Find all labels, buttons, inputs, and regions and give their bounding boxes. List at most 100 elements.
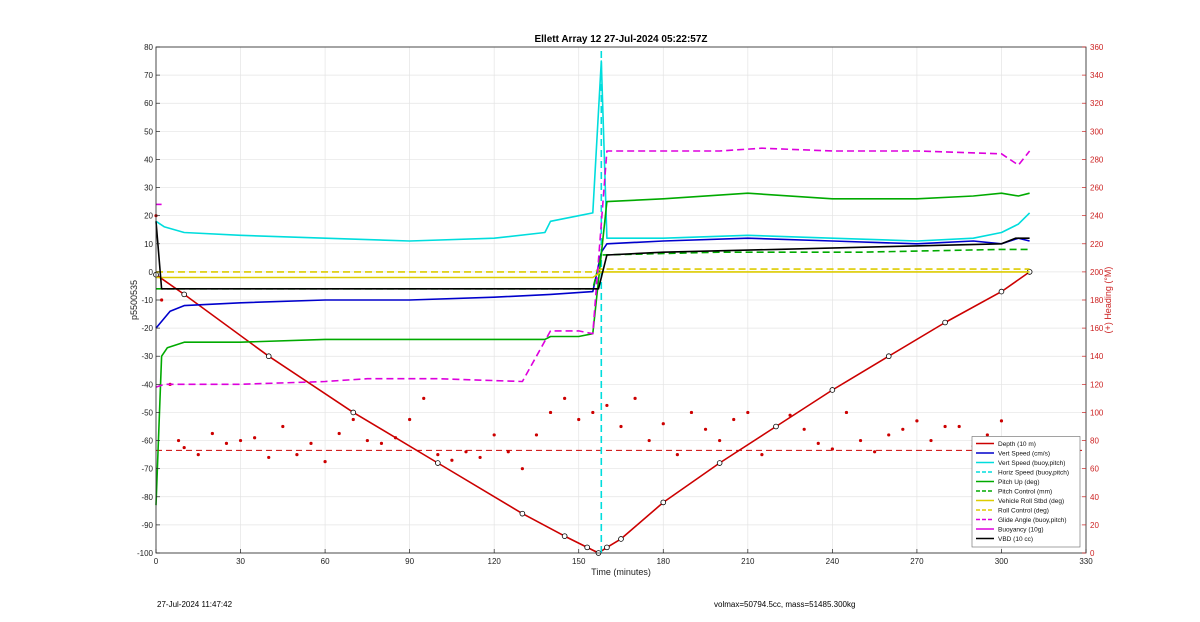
x-tick-label: 120 bbox=[488, 557, 502, 566]
legend-entry: Vehicle Roll Stbd (deg) bbox=[998, 498, 1064, 505]
series-pitch-up-deg bbox=[155, 192, 1030, 506]
y-axis-label-left: p5500535 bbox=[129, 280, 139, 320]
footer-timestamp: 27-Jul-2024 11:47:42 bbox=[157, 600, 233, 609]
x-tick-label: 240 bbox=[826, 557, 840, 566]
y-right-tick-label: 120 bbox=[1090, 380, 1104, 389]
heading-point bbox=[295, 453, 299, 457]
heading-point bbox=[492, 433, 496, 437]
y-right-tick-label: 60 bbox=[1090, 465, 1099, 474]
y-axis-label-right: (+) Heading (°M) bbox=[1103, 267, 1113, 334]
x-tick-label: 60 bbox=[321, 557, 330, 566]
heading-point bbox=[253, 436, 257, 440]
legend-entry: Buoyancy (10g) bbox=[998, 527, 1044, 534]
heading-point bbox=[929, 438, 933, 443]
y-left-tick-label: 20 bbox=[144, 212, 153, 221]
depth-marker bbox=[885, 353, 892, 360]
depth-marker bbox=[829, 387, 836, 393]
heading-point bbox=[309, 441, 313, 445]
series-line bbox=[155, 192, 1030, 506]
heading-point bbox=[760, 453, 764, 457]
y-right-tick-label: 140 bbox=[1090, 352, 1104, 361]
heading-point bbox=[718, 438, 722, 443]
depth-marker bbox=[265, 353, 272, 360]
x-tick-label: 30 bbox=[236, 557, 245, 566]
y-right-tick-label: 0 bbox=[1090, 549, 1095, 558]
legend-entry: Roll Control (deg) bbox=[998, 508, 1049, 515]
heading-point bbox=[943, 424, 947, 429]
y-right-tick-label: 180 bbox=[1090, 296, 1104, 305]
y-right-tick-label: 280 bbox=[1090, 155, 1104, 164]
x-tick-label: 90 bbox=[405, 557, 414, 566]
y-left-tick-label: 80 bbox=[144, 43, 153, 52]
y-right-tick-label: 40 bbox=[1090, 493, 1099, 502]
heading-point bbox=[365, 438, 369, 443]
heading-point bbox=[534, 433, 539, 437]
heading-point bbox=[422, 396, 426, 400]
heading-point bbox=[591, 410, 595, 415]
y-right-tick-label: 20 bbox=[1090, 521, 1099, 530]
y-left-tick-label: 10 bbox=[144, 240, 153, 249]
depth-marker bbox=[604, 544, 610, 551]
x-axis-label: Time (minutes) bbox=[591, 567, 651, 577]
y-left-tick-label: 70 bbox=[144, 71, 153, 80]
series-depth-10-m bbox=[153, 269, 1033, 556]
heading-point bbox=[985, 433, 989, 437]
heading-point bbox=[563, 396, 567, 400]
depth-marker bbox=[435, 460, 441, 466]
heading-point bbox=[210, 431, 214, 436]
depth-marker bbox=[350, 409, 357, 416]
y-left-tick-label: 30 bbox=[144, 184, 153, 193]
heading-point bbox=[267, 455, 271, 460]
y-left-tick-label: -20 bbox=[141, 324, 153, 333]
y-right-tick-label: 240 bbox=[1090, 212, 1104, 221]
series-line bbox=[155, 221, 1030, 290]
y-right-tick-label: 220 bbox=[1090, 240, 1104, 249]
y-right-tick-label: 320 bbox=[1090, 99, 1104, 108]
heading-point bbox=[619, 424, 623, 429]
y-right-tick-label: 100 bbox=[1090, 408, 1104, 417]
depth-marker bbox=[998, 288, 1005, 295]
series-roll-control-deg bbox=[156, 268, 1030, 273]
series-line bbox=[155, 60, 1031, 242]
y-right-tick-label: 260 bbox=[1090, 184, 1104, 193]
heading-point bbox=[675, 453, 679, 457]
axis-ticks: 0 30 60 90 120 150 180 210 240 270 300 330-100-90-8… bbox=[137, 43, 1104, 566]
y-left-tick-label: -30 bbox=[141, 352, 153, 361]
heading-point bbox=[337, 431, 341, 436]
chart-legend: Depth (10 m) Vert Speed (cm/s) Vert Speed … bbox=[971, 436, 1081, 548]
y-right-tick-label: 80 bbox=[1090, 437, 1099, 446]
heading-point bbox=[605, 403, 609, 408]
heading-point bbox=[887, 433, 891, 437]
legend-entry: Vert Speed (cm/s) bbox=[998, 451, 1050, 458]
y-left-tick-label: -90 bbox=[141, 521, 153, 530]
heading-point bbox=[224, 441, 229, 445]
heading-point bbox=[915, 419, 919, 423]
heading-point bbox=[873, 450, 877, 454]
x-tick-label: 270 bbox=[910, 557, 924, 566]
heading-point bbox=[548, 410, 553, 415]
heading-point bbox=[506, 450, 510, 454]
y-right-tick-label: 340 bbox=[1090, 71, 1104, 80]
heading-point bbox=[999, 419, 1004, 423]
series-vehicle-roll-stbd-deg bbox=[156, 271, 1030, 279]
heading-point bbox=[858, 438, 863, 443]
heading-point bbox=[703, 427, 708, 431]
heading-point bbox=[957, 424, 961, 429]
heading-point bbox=[577, 417, 581, 422]
legend-entry: Depth (10 m) bbox=[998, 441, 1036, 448]
x-tick-label: 300 bbox=[995, 557, 1009, 566]
y-left-tick-label: 0 bbox=[149, 268, 154, 277]
legend-entry: Horiz Speed (buoy,pitch) bbox=[998, 470, 1069, 477]
y-left-tick-label: 50 bbox=[144, 127, 153, 136]
x-tick-label: 210 bbox=[741, 557, 755, 566]
series-line bbox=[156, 268, 1030, 273]
depth-marker bbox=[584, 544, 590, 551]
y-right-tick-label: 200 bbox=[1090, 268, 1104, 277]
heading-point bbox=[351, 417, 355, 422]
heading-point bbox=[478, 455, 482, 460]
y-left-tick-label: 60 bbox=[144, 99, 153, 108]
y-left-tick-label: 40 bbox=[144, 155, 153, 164]
depth-marker bbox=[561, 533, 568, 539]
depth-marker bbox=[519, 510, 526, 517]
x-tick-label: 150 bbox=[572, 557, 586, 566]
